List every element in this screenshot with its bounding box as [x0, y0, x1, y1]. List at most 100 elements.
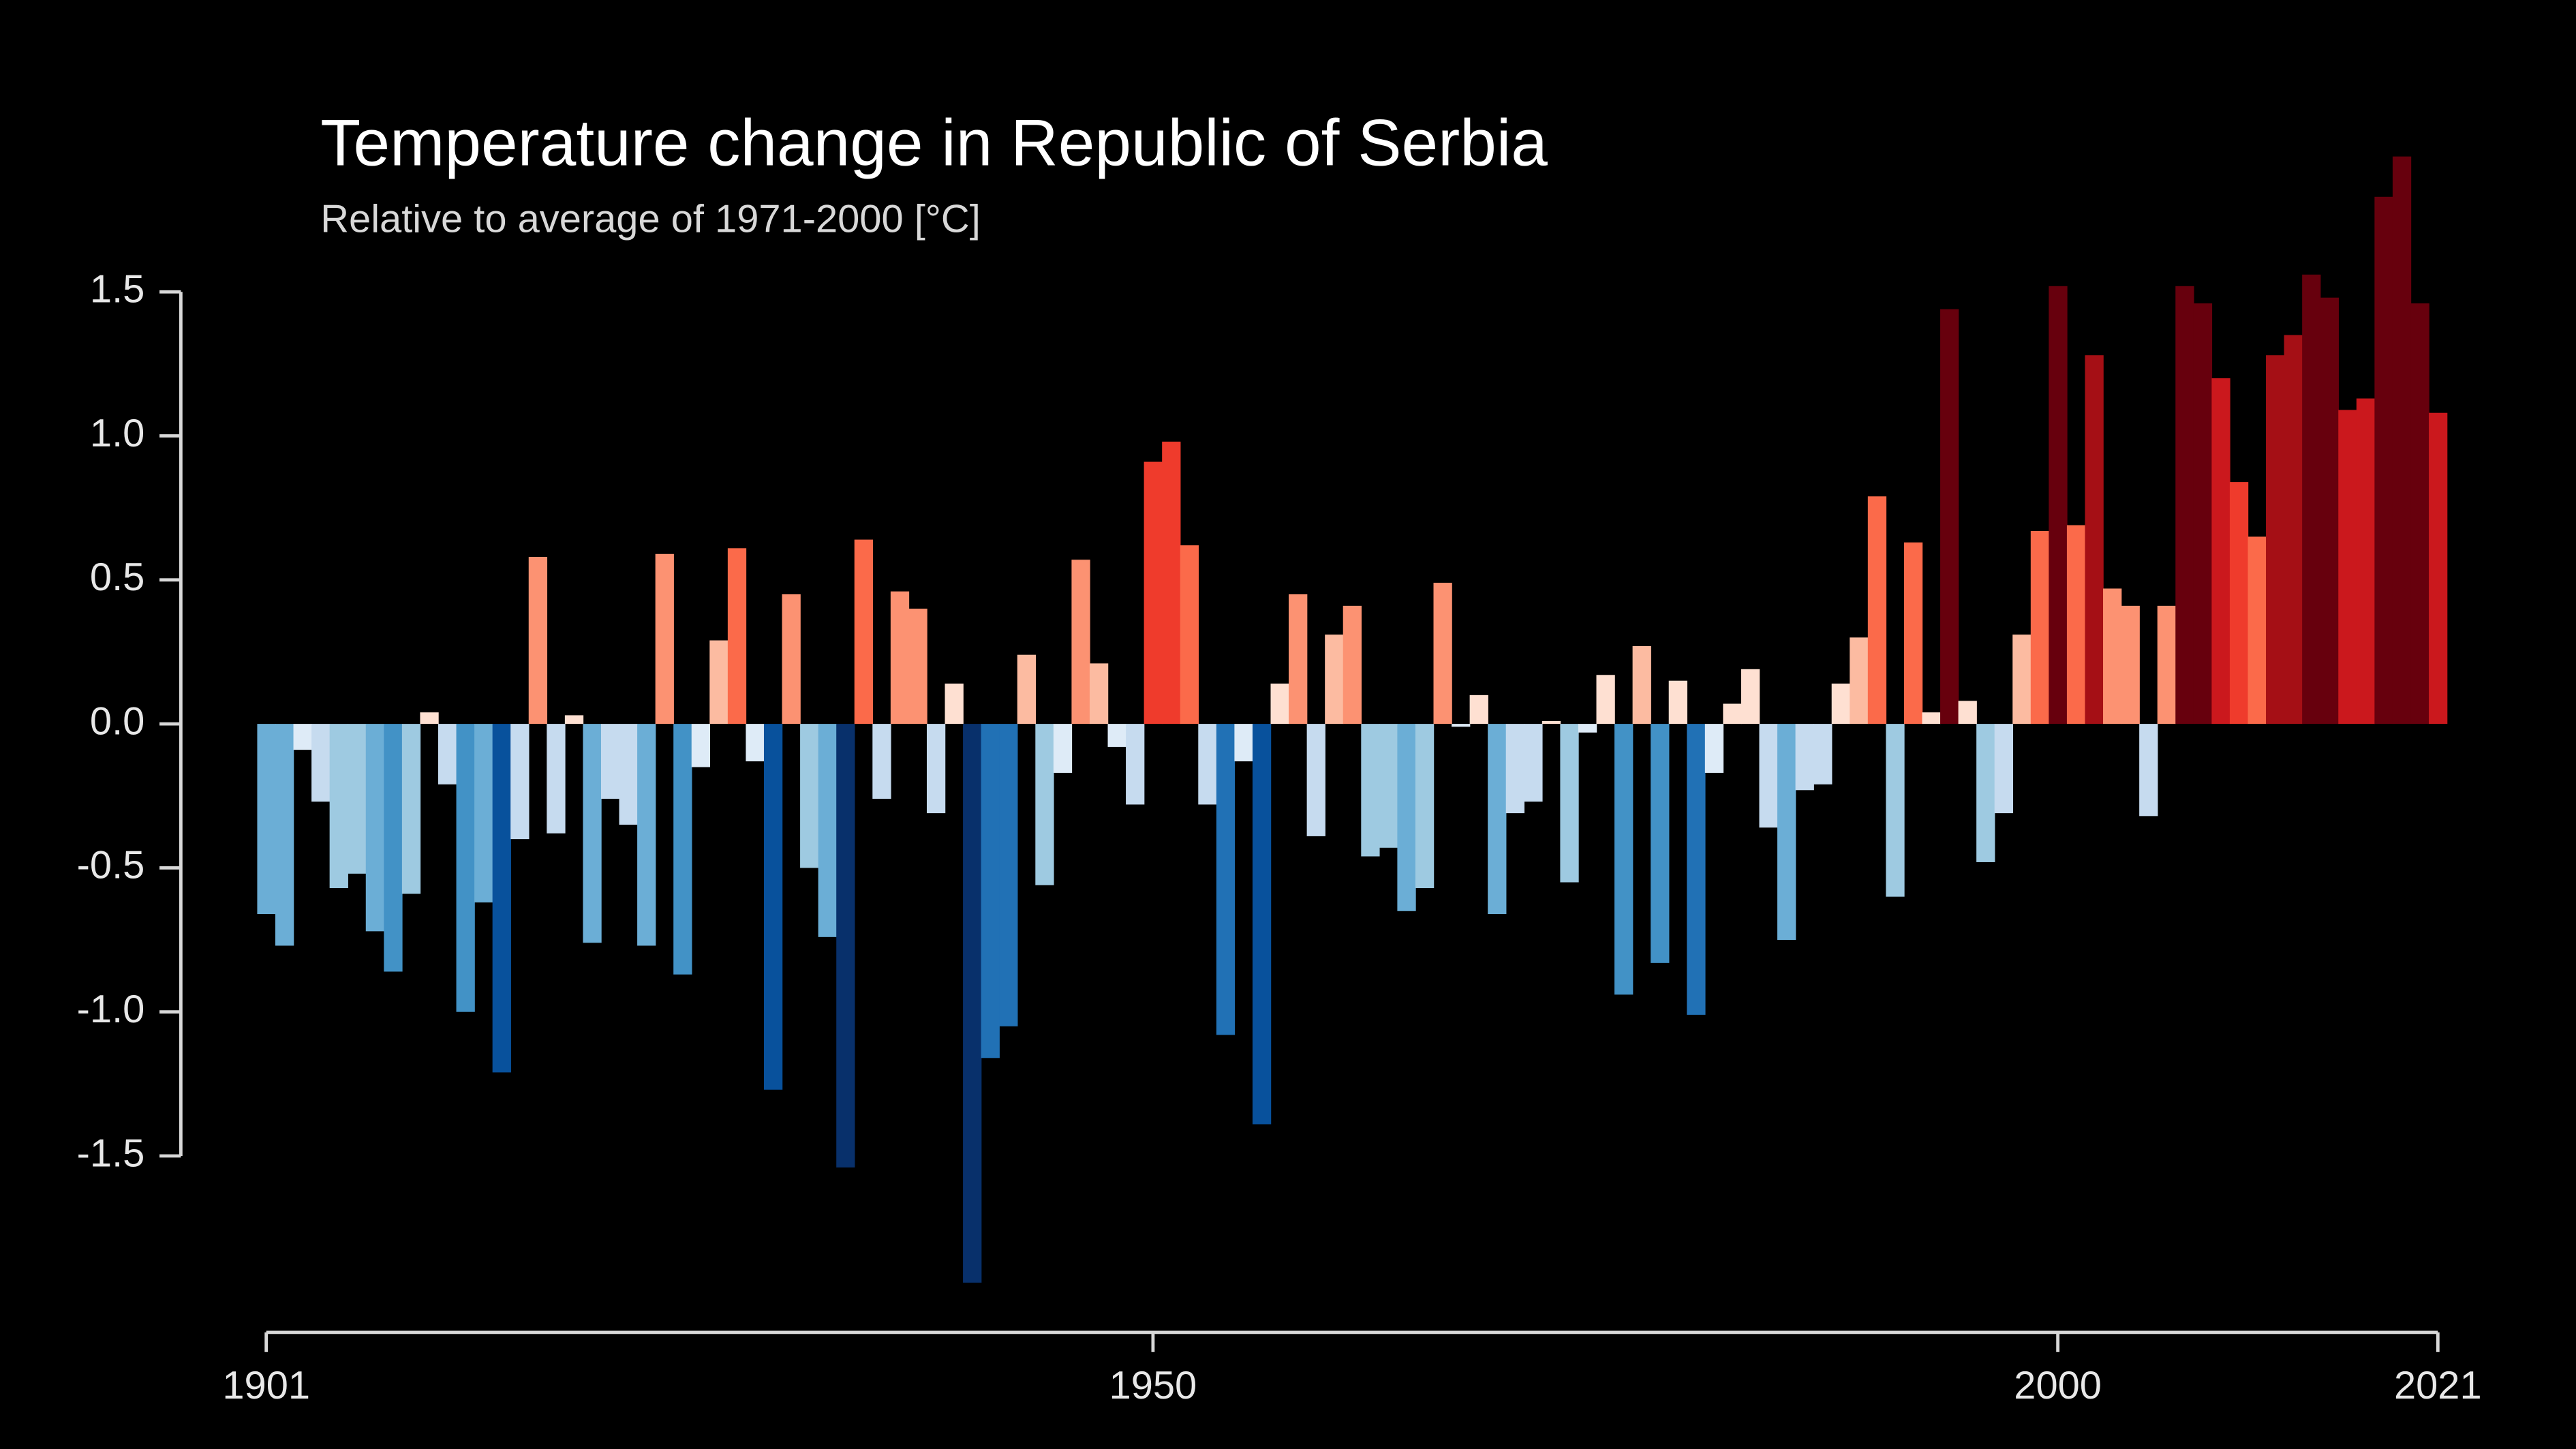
- bar: [2284, 335, 2303, 724]
- bar: [438, 724, 457, 784]
- bar: [1234, 724, 1253, 762]
- bar: [1704, 724, 1724, 773]
- bar: [2211, 378, 2230, 724]
- bar: [890, 591, 910, 724]
- x-tick-label: 1901: [222, 1364, 310, 1407]
- y-tick-label: 0.5: [90, 555, 144, 599]
- bar: [600, 724, 620, 799]
- bar: [2139, 724, 2158, 817]
- bar: [2121, 605, 2140, 724]
- bar: [401, 724, 421, 894]
- bar: [1958, 701, 1977, 724]
- bar: [2320, 297, 2339, 724]
- bar: [945, 683, 964, 724]
- bar: [1270, 683, 1289, 724]
- bar: [1651, 724, 1670, 963]
- bar: [348, 724, 367, 874]
- bar: [1687, 724, 1706, 1015]
- bar: [655, 553, 674, 724]
- bar: [257, 724, 276, 915]
- bar: [1433, 583, 1452, 724]
- bar: [1306, 724, 1325, 836]
- bar: [1379, 724, 1398, 848]
- bar: [2302, 274, 2321, 724]
- bar: [2410, 303, 2429, 724]
- y-tick-label: 0.0: [90, 699, 144, 743]
- bar: [1289, 594, 1308, 724]
- bar: [2248, 536, 2267, 724]
- bar: [1126, 724, 1145, 805]
- bar: [1632, 646, 1651, 724]
- bar: [1542, 720, 1561, 724]
- bar: [2229, 482, 2249, 724]
- bar: [1759, 724, 1778, 828]
- bar: [1831, 683, 1850, 724]
- bar: [564, 715, 584, 724]
- bar: [1107, 724, 1126, 747]
- bar: [818, 724, 837, 937]
- bar: [1560, 724, 1579, 883]
- bar: [1162, 441, 1181, 724]
- bar: [2103, 588, 2122, 724]
- y-tick-label: 1.0: [90, 412, 144, 455]
- bar: [1813, 724, 1833, 784]
- bar: [456, 724, 475, 1012]
- bar: [2374, 196, 2393, 724]
- bar: [763, 724, 783, 1090]
- bar: [2085, 355, 2104, 724]
- bar: [782, 594, 801, 724]
- bar: [1903, 542, 1923, 724]
- bar: [963, 724, 982, 1283]
- bar: [981, 724, 1000, 1058]
- bar: [691, 724, 711, 767]
- bar: [1505, 724, 1525, 814]
- chart-subtitle: Relative to average of 1971-2000 [°C]: [320, 198, 981, 241]
- bar: [1741, 669, 1760, 724]
- bar: [2429, 412, 2448, 724]
- x-tick-label: 2000: [2014, 1364, 2102, 1407]
- bar: [999, 724, 1018, 1026]
- bar: [329, 724, 348, 888]
- bar: [1180, 545, 1199, 724]
- bar: [293, 724, 312, 750]
- bar: [854, 539, 874, 724]
- bar: [420, 712, 439, 724]
- bar: [1795, 724, 1814, 791]
- bar: [1850, 637, 1869, 724]
- bar: [2157, 605, 2176, 724]
- bar: [1325, 635, 1344, 724]
- y-tick-label: -1.5: [77, 1131, 145, 1175]
- bar: [673, 724, 692, 975]
- bar: [2193, 303, 2213, 724]
- bar: [1668, 680, 1687, 724]
- bar: [474, 724, 493, 903]
- x-tick-label: 1950: [1109, 1364, 1197, 1407]
- bar: [2392, 156, 2412, 724]
- bar: [908, 609, 927, 724]
- bar: [1469, 695, 1488, 724]
- bar: [510, 724, 530, 840]
- bar: [2012, 635, 2031, 724]
- bar: [1071, 560, 1090, 724]
- bar: [1252, 724, 1272, 1125]
- bar: [2066, 525, 2086, 724]
- bar: [1198, 724, 1217, 805]
- bar: [800, 724, 819, 868]
- bar: [1976, 724, 1995, 862]
- bar: [1940, 309, 1959, 724]
- bar: [637, 724, 656, 946]
- bar: [1524, 724, 1543, 802]
- bar: [872, 724, 891, 799]
- bar: [2356, 398, 2376, 724]
- bar: [1614, 724, 1634, 995]
- bar: [1144, 461, 1163, 724]
- bar: [619, 724, 638, 825]
- bar: [1596, 675, 1615, 724]
- bar: [1343, 605, 1362, 724]
- bar: [1216, 724, 1236, 1035]
- bar: [1053, 724, 1073, 773]
- bar: [1867, 496, 1887, 724]
- bar: [1397, 724, 1416, 911]
